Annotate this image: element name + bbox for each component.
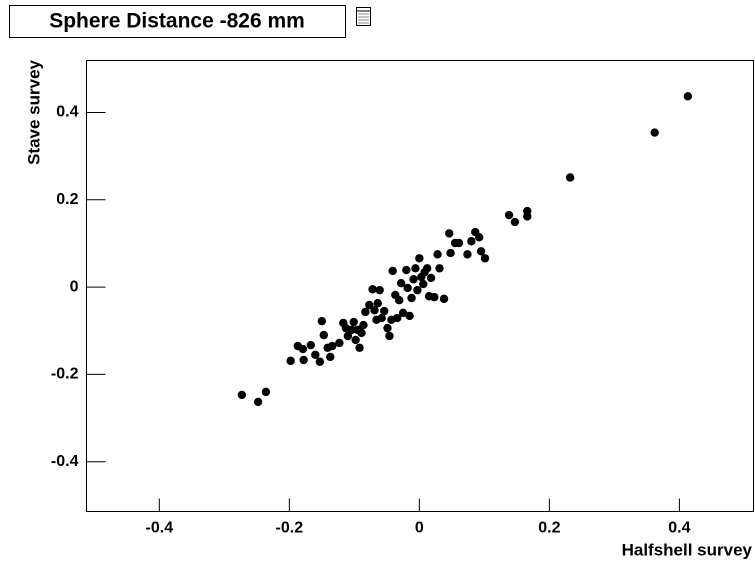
point — [380, 306, 389, 316]
point — [435, 264, 444, 273]
point — [359, 320, 368, 330]
point — [445, 229, 454, 238]
point — [683, 92, 693, 101]
point — [373, 299, 382, 308]
point — [286, 356, 295, 366]
point — [396, 278, 406, 288]
point — [261, 387, 271, 397]
y-axis-title: Stave survey — [24, 59, 43, 164]
point — [370, 306, 379, 315]
point — [467, 237, 476, 246]
chart-title: Sphere Distance -826 mm — [49, 10, 305, 33]
point — [315, 357, 325, 366]
y-tick-label: -0.4 — [51, 453, 79, 470]
point — [253, 397, 263, 407]
point — [415, 254, 424, 263]
point — [480, 254, 490, 263]
point — [377, 313, 386, 323]
point — [565, 173, 575, 182]
point — [474, 233, 484, 242]
point — [326, 352, 335, 362]
point — [365, 300, 374, 310]
point — [433, 250, 442, 259]
point — [335, 338, 344, 348]
x-tick-label: 0.2 — [538, 520, 560, 537]
point — [476, 247, 486, 256]
x-axis-title: Halfshell survey — [622, 540, 753, 559]
point — [349, 317, 358, 327]
point — [375, 285, 384, 295]
y-tick-label: 0.4 — [56, 104, 78, 121]
point — [422, 264, 432, 273]
point — [298, 344, 308, 354]
point — [510, 217, 520, 227]
point — [454, 238, 464, 248]
point — [411, 264, 420, 273]
point — [446, 248, 455, 258]
point — [439, 294, 449, 304]
point — [383, 323, 392, 333]
point — [299, 355, 308, 365]
y-tick-label: 0 — [70, 278, 79, 295]
point — [343, 331, 353, 341]
point — [430, 292, 439, 302]
point — [355, 343, 364, 352]
y-tick-label: 0.2 — [56, 191, 78, 208]
point — [388, 266, 397, 276]
point — [357, 328, 366, 338]
point — [413, 285, 422, 295]
point — [394, 295, 404, 305]
stats-icon — [356, 7, 371, 26]
point — [311, 350, 320, 359]
point — [385, 331, 394, 341]
point — [405, 311, 414, 321]
point — [306, 340, 315, 350]
x-tick-label: 0.4 — [668, 520, 690, 537]
point — [328, 341, 337, 351]
point — [523, 212, 532, 221]
point — [393, 313, 402, 323]
point — [237, 390, 247, 400]
point — [368, 285, 377, 294]
point — [463, 250, 472, 259]
title-box — [9, 5, 346, 38]
y-tick-label: -0.2 — [51, 366, 79, 383]
point — [361, 307, 370, 317]
x-tick-label: 0 — [415, 520, 424, 537]
plot-frame — [86, 60, 754, 512]
point — [317, 316, 327, 326]
point — [504, 210, 514, 220]
point — [419, 279, 428, 289]
x-tick-label: -0.4 — [146, 520, 174, 537]
point — [650, 128, 659, 137]
point — [409, 275, 418, 284]
point — [407, 293, 416, 303]
point — [351, 335, 360, 345]
point — [319, 330, 328, 340]
point — [402, 265, 411, 275]
point — [347, 325, 356, 335]
point — [403, 283, 412, 293]
point — [426, 273, 436, 283]
point — [398, 308, 408, 318]
x-tick-label: -0.2 — [276, 520, 304, 537]
